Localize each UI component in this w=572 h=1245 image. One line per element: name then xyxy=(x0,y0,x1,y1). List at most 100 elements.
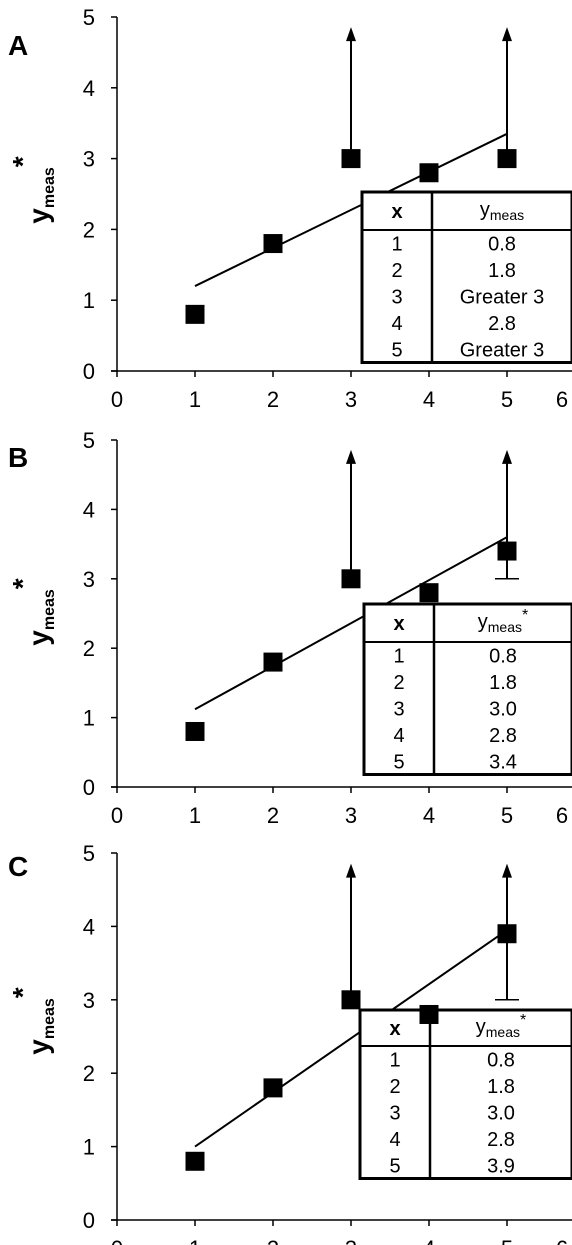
data-point xyxy=(497,149,517,169)
data-point xyxy=(341,990,361,1010)
y-tick-label: 5 xyxy=(83,428,95,453)
data-point xyxy=(185,721,205,741)
data-table-cell-y: 2.8 xyxy=(487,1129,515,1151)
data-point xyxy=(341,569,361,589)
data-table-cell-x: 2 xyxy=(389,1076,400,1098)
x-tick-label: 4 xyxy=(423,1236,435,1245)
x-tick-label: 4 xyxy=(423,387,435,412)
data-table-cell-x: 5 xyxy=(389,1155,400,1177)
data-table-header-x: x xyxy=(389,1018,400,1040)
data-table: x ymeas 1 0.8 2 1.8 3 Greater 3 4 2.8 5 Greater 3 xyxy=(360,190,572,364)
censor-arrow-head xyxy=(346,27,356,42)
x-tick-label: 3 xyxy=(345,387,357,412)
fit-line xyxy=(194,536,508,711)
data-table-header-y: ymeas* xyxy=(476,1012,526,1040)
y-tick-label: 4 xyxy=(83,497,95,522)
data-table: x ymeas* 1 0.8 2 1.8 3 3.0 4 2.8 5 3.9 xyxy=(358,1008,572,1180)
x-tick-label: 4 xyxy=(423,803,435,828)
x-tick-label: 1 xyxy=(189,1236,201,1245)
data-table-header-x: x xyxy=(393,613,404,635)
data-table-frame xyxy=(362,602,572,776)
x-tick-label: 1 xyxy=(189,387,201,412)
y-tick-label: 0 xyxy=(83,359,95,384)
fit-line xyxy=(194,132,508,287)
censor-arrow-head xyxy=(502,449,512,464)
data-table-header-y: ymeas xyxy=(480,199,524,223)
data-point xyxy=(263,234,283,254)
data-table-header-x: x xyxy=(391,201,402,223)
x-tick-label: 2 xyxy=(267,1236,279,1245)
x-tick-label: 3 xyxy=(345,1236,357,1245)
data-table-cell-x: 3 xyxy=(391,286,402,308)
data-table-cell-x: 5 xyxy=(393,751,404,773)
y-tick-label: 2 xyxy=(83,636,95,661)
data-table-cell-y: Greater 3 xyxy=(460,339,544,361)
data-point xyxy=(341,149,361,169)
y-tick-label: 0 xyxy=(83,775,95,800)
y-tick-label: 1 xyxy=(83,1135,95,1160)
x-tick-label: 2 xyxy=(267,387,279,412)
data-table-cell-y: 1.8 xyxy=(487,1076,515,1098)
data-point xyxy=(185,1151,205,1171)
data-point xyxy=(419,163,439,183)
data-table-cell-y: 3.0 xyxy=(487,1102,515,1124)
data-point xyxy=(497,924,517,944)
panel-letter: C xyxy=(8,851,28,882)
data-point xyxy=(419,1004,439,1024)
y-tick-label: 2 xyxy=(83,217,95,242)
y-axis-label: ymeas* xyxy=(7,578,58,646)
data-table-cell-x: 5 xyxy=(391,339,402,361)
x-tick-label: 5 xyxy=(501,387,513,412)
y-axis-label: ymeas* xyxy=(7,156,58,224)
data-table-cell-y: 3.9 xyxy=(487,1155,515,1177)
y-tick-label: 0 xyxy=(83,1208,95,1233)
data-point xyxy=(497,541,517,561)
y-tick-label: 3 xyxy=(83,147,95,172)
x-tick-label: 2 xyxy=(267,803,279,828)
data-table-cell-x: 4 xyxy=(393,725,404,747)
data-table-cell-y: 2.8 xyxy=(489,725,517,747)
x-tick-label: 6 xyxy=(556,1236,568,1245)
data-table-cell-y: 2.8 xyxy=(488,313,516,335)
data-table-cell-x: 1 xyxy=(391,233,402,255)
y-tick-label: 3 xyxy=(83,988,95,1013)
x-tick-label: 6 xyxy=(556,803,568,828)
y-tick-label: 1 xyxy=(83,706,95,731)
data-table-cell-x: 2 xyxy=(393,672,404,694)
x-tick-label: 6 xyxy=(556,387,568,412)
data-table-cell-y: 0.8 xyxy=(487,1049,515,1071)
x-tick-label: 0 xyxy=(111,803,123,828)
data-table-cell-x: 1 xyxy=(393,645,404,667)
data-table-cell-y: 0.8 xyxy=(489,645,517,667)
data-table-frame xyxy=(360,190,572,364)
data-table-cell-y: 1.8 xyxy=(489,672,517,694)
data-table-cell-y: 0.8 xyxy=(488,233,516,255)
y-tick-label: 2 xyxy=(83,1061,95,1086)
panel-letter: A xyxy=(8,30,28,61)
y-tick-label: 5 xyxy=(83,5,95,30)
censor-arrow-head xyxy=(346,863,356,878)
data-table-cell-y: Greater 3 xyxy=(460,286,544,308)
data-table-cell-y: 3.4 xyxy=(489,751,517,773)
x-tick-label: 5 xyxy=(501,803,513,828)
data-point xyxy=(419,583,439,603)
data-table-frame xyxy=(358,1008,572,1180)
y-tick-label: 3 xyxy=(83,567,95,592)
y-tick-label: 1 xyxy=(83,288,95,313)
fit-line xyxy=(194,929,508,1148)
data-point xyxy=(263,652,283,672)
data-table-cell-x: 1 xyxy=(389,1049,400,1071)
data-table-cell-x: 3 xyxy=(393,698,404,720)
y-tick-label: 4 xyxy=(83,914,95,939)
x-tick-label: 3 xyxy=(345,803,357,828)
x-tick-label: 0 xyxy=(111,1236,123,1245)
data-point xyxy=(263,1078,283,1098)
censor-arrow-head xyxy=(502,863,512,878)
data-table-cell-x: 2 xyxy=(391,260,402,282)
data-table-cell-y: 1.8 xyxy=(488,260,516,282)
